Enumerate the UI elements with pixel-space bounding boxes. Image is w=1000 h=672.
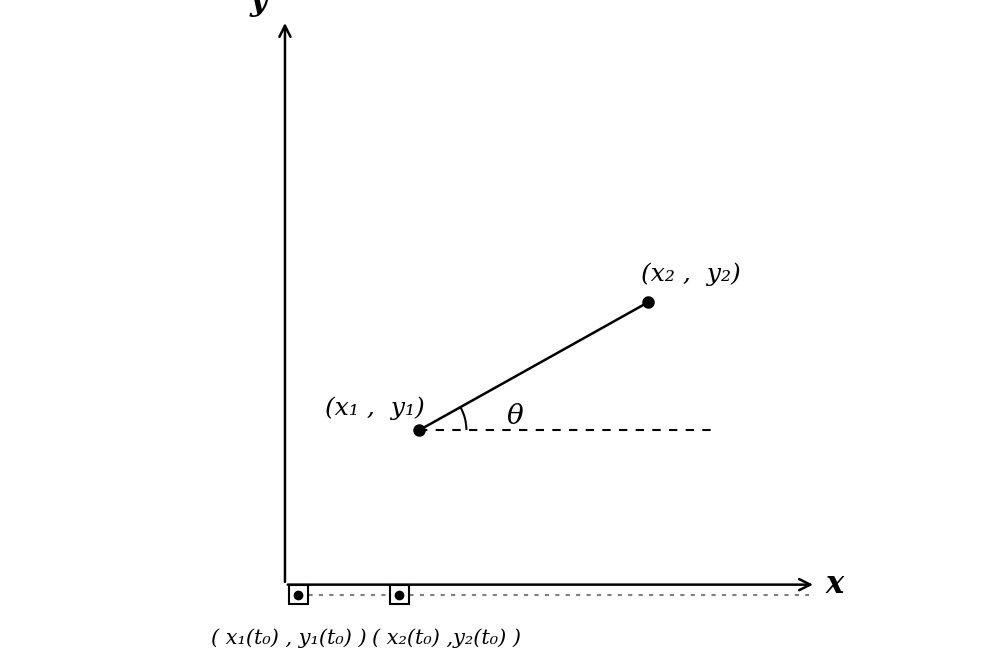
Text: (x₁ ,  y₁): (x₁ , y₁): [325, 396, 425, 420]
Text: ( x₁(t₀) , y₁(t₀) ): ( x₁(t₀) , y₁(t₀) ): [211, 628, 367, 648]
FancyBboxPatch shape: [390, 585, 409, 604]
Text: x: x: [826, 569, 844, 600]
Text: ( x₂(t₀) ,y₂(t₀) ): ( x₂(t₀) ,y₂(t₀) ): [372, 628, 521, 648]
Text: (x₂ ,  y₂): (x₂ , y₂): [641, 262, 741, 286]
Text: θ: θ: [506, 403, 523, 430]
FancyBboxPatch shape: [289, 585, 308, 604]
Text: y: y: [249, 0, 267, 17]
